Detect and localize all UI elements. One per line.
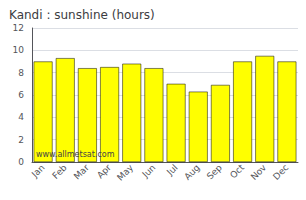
svg-text:6: 6	[18, 90, 24, 100]
svg-text:Dec: Dec	[271, 162, 290, 181]
svg-text:Jun: Jun	[140, 162, 158, 180]
svg-text:Aug: Aug	[182, 162, 201, 181]
svg-text:May: May	[115, 162, 136, 183]
svg-text:2: 2	[18, 135, 24, 145]
svg-text:8: 8	[18, 68, 24, 78]
svg-text:12: 12	[13, 23, 24, 33]
svg-text:Nov: Nov	[249, 162, 269, 182]
svg-text:Mar: Mar	[72, 162, 91, 181]
svg-text:Jul: Jul	[164, 162, 179, 177]
svg-text:Kandi : sunshine (hours): Kandi : sunshine (hours)	[9, 8, 155, 22]
svg-text:4: 4	[18, 112, 24, 122]
svg-text:Sep: Sep	[205, 162, 224, 181]
svg-text:www.allmetsat.com: www.allmetsat.com	[36, 150, 115, 159]
svg-text:0: 0	[18, 157, 24, 167]
svg-text:Apr: Apr	[95, 162, 113, 180]
svg-text:Oct: Oct	[228, 162, 246, 180]
svg-text:Jan: Jan	[29, 162, 47, 180]
svg-text:Feb: Feb	[50, 162, 69, 181]
svg-text:10: 10	[13, 45, 25, 55]
